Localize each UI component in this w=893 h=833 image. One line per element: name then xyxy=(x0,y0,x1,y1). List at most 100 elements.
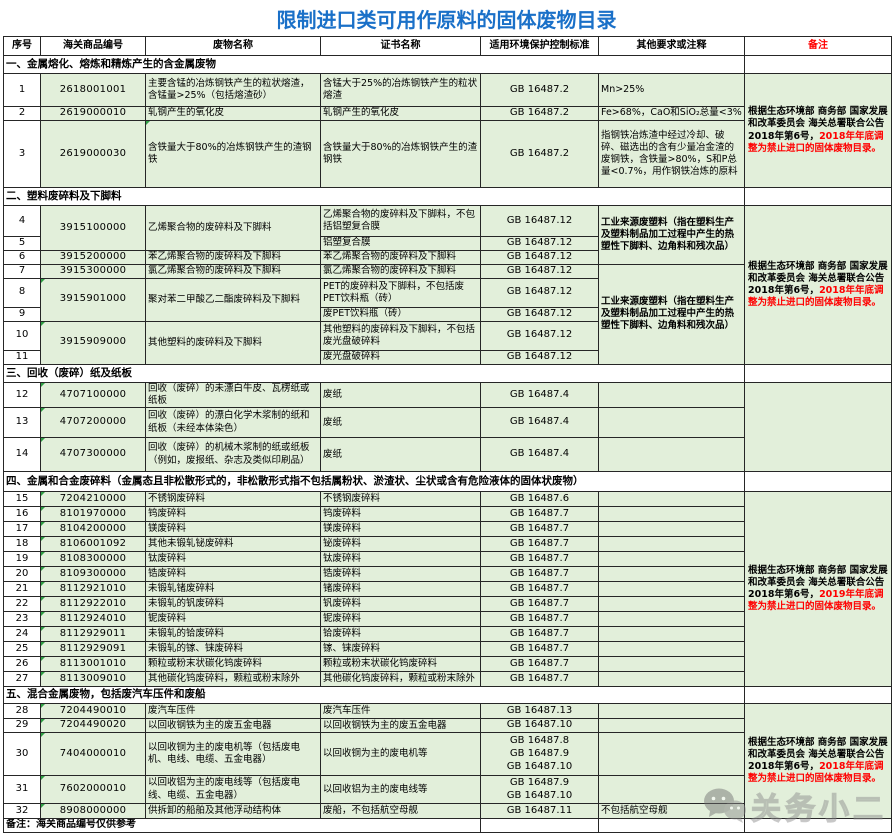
table-row: 20 8109300000 锆废碎料 锆废碎料 GB 16487.7 xyxy=(3,566,892,583)
row-num: 2 xyxy=(3,106,41,121)
standard: GB 16487.7 xyxy=(480,551,599,568)
row-num: 27 xyxy=(3,671,41,688)
requirement: Fe>68%，CaO和SiO₂总量<3% xyxy=(598,106,745,121)
section-row-4: 四、金属和合金废碎料（金属态且非松散形式的，非松散形式指不包括属粉状、淤渣状、尘… xyxy=(3,471,892,493)
requirement xyxy=(598,596,745,613)
requirement xyxy=(598,491,745,508)
row-num: 4 xyxy=(3,205,41,237)
cert-name: 含铁量大于80%的冶炼钢铁产生的渣钢铁 xyxy=(320,120,481,188)
section-row-1: 一、金属熔化、熔炼和精炼产生的含金属废物 xyxy=(3,55,892,74)
cert-name: 铋废碎料 xyxy=(320,536,481,553)
requirement xyxy=(598,703,745,720)
standard: GB 16487.8 GB 16487.9 GB 16487.10 xyxy=(480,732,599,777)
standard: GB 16487.11 xyxy=(480,803,599,820)
cert-name: 废PET饮料瓶（砖） xyxy=(320,306,481,322)
row-num: 21 xyxy=(3,581,41,598)
waste-name: 乙烯聚合物的废碎料及下脚料 xyxy=(145,205,321,251)
standard: GB 16487.7 xyxy=(480,581,599,598)
hs-code: 7204490020 xyxy=(40,718,146,734)
standard: GB 16487.7 xyxy=(480,536,599,553)
section-title-5: 五、混合金属废物，包括废汽车压件和废船 xyxy=(3,686,745,705)
remark-red-text: 2018年年底调整为禁止进口的固体废物目录。 xyxy=(748,761,884,785)
waste-name: 回收（废碎）的机械木浆制的纸或纸板（例如，废报纸、杂志及类似印刷品） xyxy=(145,437,321,473)
cert-name: 废纸 xyxy=(320,381,481,409)
waste-name: 钨废碎料 xyxy=(145,506,321,523)
standard: GB 16487.6 xyxy=(480,491,599,508)
cert-name: 轧钢产生的氧化皮 xyxy=(320,106,481,121)
row-num: 24 xyxy=(3,626,41,643)
row-num: 22 xyxy=(3,596,41,613)
cert-name: 废汽车压件 xyxy=(320,703,481,720)
footer-note: 备注：海关商品编号仅供参考 xyxy=(3,818,481,833)
requirement xyxy=(598,671,745,688)
hs-code: 2618001001 xyxy=(40,73,146,107)
standard: GB 16487.7 xyxy=(480,521,599,538)
hs-code: 2619000010 xyxy=(40,106,146,121)
hs-code: 8112929011 xyxy=(40,626,146,643)
row-num: 1 xyxy=(3,73,41,107)
standard: GB 16487.7 xyxy=(480,641,599,658)
hs-code: 8106001092 xyxy=(40,536,146,553)
standard: GB 16487.2 xyxy=(480,106,599,121)
cert-name: 铪废碎料 xyxy=(320,626,481,643)
hs-code: 8112922010 xyxy=(40,596,146,613)
standard: GB 16487.12 xyxy=(480,277,599,308)
requirement xyxy=(598,626,745,643)
waste-name: 以回收钢铁为主的废五金电器 xyxy=(145,718,321,734)
waste-name: 未锻轧的钒废碎料 xyxy=(145,596,321,613)
requirement xyxy=(598,437,745,473)
requirement xyxy=(598,641,745,658)
hs-code: 4707300000 xyxy=(40,437,146,473)
col-header-standard: 适用环境保护控制标准 xyxy=(480,36,599,56)
table-row: 25 8112929091 未锻轧的镓、铼废碎料 镓、铼废碎料 GB 16487… xyxy=(3,641,892,658)
cert-name: 乙烯聚合物的废碎料及下脚料，不包括铝塑复合膜 xyxy=(320,205,481,237)
cert-name: 镓、铼废碎料 xyxy=(320,641,481,658)
row-num: 18 xyxy=(3,536,41,553)
footer-spacer xyxy=(598,818,745,833)
remark-cell-section1: 根据生态环境部 商务部 国家发展和改革委员会 海关总署联合公告2018年第6号，… xyxy=(744,73,892,188)
cert-name: 废光盘破碎料 xyxy=(320,349,481,365)
standard: GB 16487.7 xyxy=(480,626,599,643)
footer-row: 备注：海关商品编号仅供参考 xyxy=(3,818,892,833)
row-num: 12 xyxy=(3,381,41,409)
col-header-hs-code: 海关商品编号 xyxy=(40,36,146,56)
footer-spacer xyxy=(480,818,599,833)
standard: GB 16487.4 xyxy=(480,407,599,439)
row-num: 29 xyxy=(3,718,41,734)
table-row: 1 2618001001 主要含锰的冶炼钢铁产生的粒状熔渣，含锰量>25%（包括… xyxy=(3,73,892,188)
requirement xyxy=(598,506,745,523)
section-row-2: 二、塑料废碎料及下脚料 xyxy=(3,187,892,206)
row-num: 11 xyxy=(3,349,41,365)
table-row: 31 7602000010 以回收铝为主的废电线等（包括废电线、电缆、五金电器）… xyxy=(3,775,892,805)
hs-code: 3915909000 xyxy=(40,320,146,365)
section-row-5: 五、混合金属废物，包括废汽车压件和废船 xyxy=(3,686,892,705)
requirement xyxy=(598,536,745,553)
table-row: 6 3915200000 苯乙烯聚合物的废碎料及下脚料 苯乙烯聚合物的废碎料及下… xyxy=(3,250,892,265)
waste-name: 其他塑料的废碎料及下脚料 xyxy=(145,320,321,365)
table-row: 22 8112922010 未锻轧的钒废碎料 钒废碎料 GB 16487.7 xyxy=(3,596,892,613)
standard: GB 16487.7 xyxy=(480,506,599,523)
hs-code: 2619000030 xyxy=(40,120,146,188)
standard: GB 16487.12 xyxy=(480,250,599,265)
section-remark-spacer xyxy=(744,55,892,74)
standard: GB 16487.12 xyxy=(480,306,599,322)
table-row: 21 8112921010 未锻轧锗废碎料 锗废碎料 GB 16487.7 xyxy=(3,581,892,598)
row-num: 20 xyxy=(3,566,41,583)
header-row: 序号 海关商品编号 废物名称 证书名称 适用环境保护控制标准 其他要求或注释 备… xyxy=(3,36,892,56)
row-num: 14 xyxy=(3,437,41,473)
row-num: 5 xyxy=(3,236,41,251)
standard: GB 16487.7 xyxy=(480,596,599,613)
hs-code: 8108300000 xyxy=(40,551,146,568)
hs-code: 3915100000 xyxy=(40,205,146,251)
table-row: 13 4707200000 回收（废碎）的漂白化学木浆制的纸和纸板（未经本体染色… xyxy=(3,407,892,439)
requirement: 不包括航空母舰 xyxy=(598,803,745,820)
remark-red-text: 2019年年底调整为禁止进口的固体废物目录。 xyxy=(748,589,884,613)
table-row: 15 7204210000 不锈钢废碎料 不锈钢废碎料 GB 16487.6 根… xyxy=(3,491,892,688)
waste-name: 主要含锰的冶炼钢铁产生的粒状熔渣，含锰量>25%（包括熔渣砂） xyxy=(145,73,321,107)
cert-name: 含锰大于25%的冶炼钢铁产生的粒状熔渣 xyxy=(320,73,481,107)
col-header-requirement: 其他要求或注释 xyxy=(598,36,745,56)
table-row: 28 7204490010 废汽车压件 废汽车压件 GB 16487.13 根据… xyxy=(3,703,892,820)
table-row: 10 3915909000 其他塑料的废碎料及下脚料 其他塑料的废碎料及下脚料，… xyxy=(3,320,892,365)
standard: GB 16487.7 xyxy=(480,566,599,583)
standard: GB 16487.10 xyxy=(480,718,599,734)
